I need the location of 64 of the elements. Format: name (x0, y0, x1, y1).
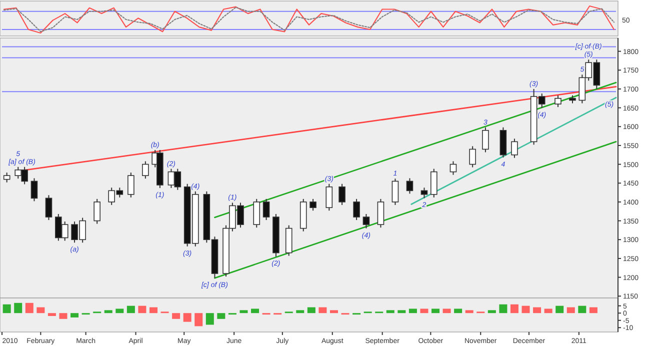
bar (533, 307, 542, 314)
bar (442, 308, 451, 314)
bar (36, 307, 45, 314)
bar (25, 302, 34, 314)
bar (566, 307, 575, 314)
bar (420, 308, 428, 314)
candlestick (482, 126, 489, 153)
bar (465, 310, 474, 314)
candlestick (450, 160, 457, 176)
bar (522, 306, 530, 314)
bar (499, 304, 508, 314)
bar (59, 313, 68, 319)
candlestick (326, 183, 333, 212)
candlestick (469, 146, 476, 168)
bar (149, 307, 158, 314)
bar (589, 307, 598, 314)
bar (251, 308, 260, 314)
bar (544, 308, 552, 314)
candlestick (94, 198, 100, 224)
candlestick (142, 160, 149, 180)
bar (408, 308, 417, 314)
bar (206, 313, 214, 325)
candlestick (30, 178, 38, 202)
bar (386, 310, 394, 314)
bar (578, 306, 586, 314)
candlestick (377, 198, 384, 228)
bar (398, 310, 406, 314)
bar (318, 307, 327, 314)
bar (454, 308, 462, 314)
candlestick (406, 178, 414, 194)
candlestick (310, 198, 316, 212)
candlestick (128, 172, 134, 198)
bar (172, 313, 180, 319)
candlestick (362, 214, 370, 229)
candlestick (392, 178, 399, 206)
bar (432, 308, 440, 314)
bar (48, 313, 56, 316)
bar (2, 304, 11, 314)
candlestick (420, 187, 428, 199)
bar (183, 313, 192, 322)
bar (126, 306, 135, 314)
candlestick (253, 198, 260, 228)
candlestick (430, 168, 438, 198)
bar (488, 310, 496, 314)
candlestick (45, 194, 52, 221)
bar (330, 310, 338, 314)
bar (14, 302, 22, 314)
bar (138, 306, 146, 314)
candlestick (338, 183, 346, 206)
bar (116, 308, 124, 314)
candlestick (554, 94, 562, 108)
bar (307, 307, 316, 314)
bar (510, 304, 518, 314)
candlestick (3, 172, 10, 183)
candlestick (262, 198, 270, 221)
bar (217, 313, 226, 319)
bar (556, 306, 564, 314)
bar (240, 310, 248, 314)
bar (194, 313, 203, 326)
bar (70, 313, 79, 318)
bar (104, 310, 112, 314)
candlestick (353, 198, 360, 221)
candlestick (511, 138, 518, 158)
bar (296, 310, 304, 314)
